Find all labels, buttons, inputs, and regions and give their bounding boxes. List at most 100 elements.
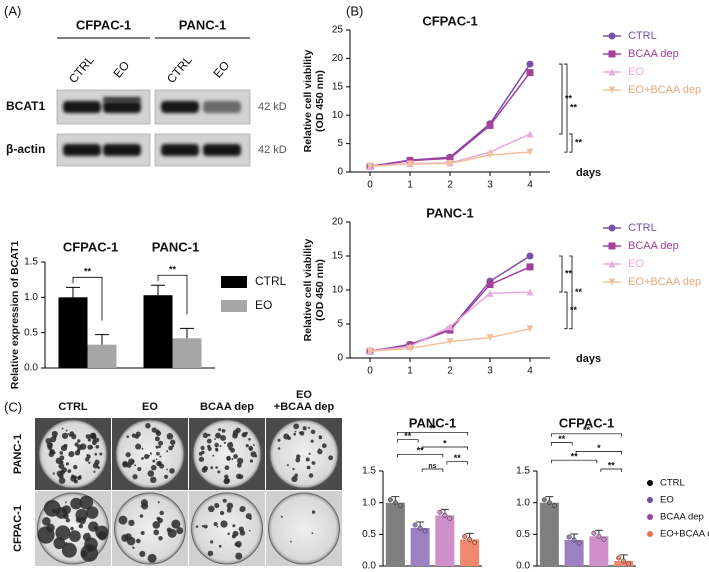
y-tick-label: 0.5 — [362, 529, 376, 540]
colony — [210, 466, 214, 470]
chart-title: CFPAC-1 — [422, 13, 477, 28]
x-tick-label: 4 — [527, 180, 533, 191]
significance-label: ** — [575, 287, 583, 297]
colony — [214, 442, 219, 448]
colony — [67, 433, 70, 435]
colony — [245, 444, 249, 448]
colony — [55, 525, 71, 541]
colony — [169, 468, 175, 474]
colony — [131, 433, 136, 438]
legend-swatch — [221, 300, 247, 312]
colony — [61, 432, 69, 439]
colony — [152, 459, 156, 463]
colony — [311, 461, 316, 465]
significance-bracket — [600, 468, 622, 472]
point — [526, 60, 534, 68]
significance-label: ** — [565, 93, 573, 103]
x-tick-label: 0 — [367, 180, 373, 191]
panel-label: (B) — [346, 3, 363, 18]
significance-bracket — [559, 255, 563, 293]
colony — [128, 458, 135, 465]
colony — [94, 452, 98, 456]
colony — [152, 521, 161, 529]
lane-label: CTRL — [66, 53, 97, 86]
colony — [145, 422, 151, 429]
colony — [153, 529, 160, 536]
colony — [163, 474, 169, 479]
size-label: 42 kD — [258, 101, 287, 113]
x-tick-label: 2 — [447, 180, 453, 191]
colony — [68, 451, 75, 458]
colony — [141, 457, 144, 460]
colony — [150, 464, 157, 471]
significance-label: ** — [429, 424, 437, 434]
significance-label: ns — [428, 463, 436, 470]
condition-label: CTRL — [58, 401, 88, 413]
colony — [293, 432, 297, 436]
colony — [220, 434, 227, 441]
colony — [221, 429, 226, 433]
colony — [244, 431, 248, 435]
colony — [201, 450, 205, 455]
colony — [49, 448, 54, 454]
colony — [70, 497, 83, 510]
colony — [232, 429, 239, 436]
significance-bracket — [72, 276, 103, 321]
colony — [287, 436, 291, 440]
colony — [85, 434, 91, 439]
point — [526, 130, 534, 138]
legend-label: BCAA dep — [628, 240, 679, 252]
colony — [217, 470, 221, 474]
colony — [158, 440, 164, 446]
y-axis-label: (OD 450 nm) — [314, 259, 326, 321]
blot-band — [63, 144, 101, 156]
colony — [79, 443, 87, 450]
lane-label: CTRL — [164, 53, 195, 86]
legend-label: CTRL — [660, 478, 685, 489]
replicate-dot — [576, 540, 582, 546]
significance-label: ** — [404, 431, 412, 441]
colony — [89, 432, 97, 440]
replicate-dot — [626, 561, 632, 567]
y-tick-label: 1.5 — [24, 257, 38, 268]
colony — [166, 433, 174, 440]
colony — [203, 524, 208, 529]
replicate-dot — [571, 537, 577, 543]
significance-bracket — [551, 442, 573, 446]
colony — [135, 538, 141, 544]
legend-marker — [647, 531, 653, 537]
y-tick-label: 15 — [332, 251, 344, 262]
colony — [226, 502, 234, 510]
significance-bracket — [397, 453, 444, 458]
colony — [158, 536, 163, 541]
colony — [223, 478, 230, 485]
colony — [245, 513, 252, 520]
replicate-dot — [541, 497, 547, 503]
significance-label: ** — [583, 425, 591, 435]
colony — [92, 462, 99, 469]
lane-label: EO — [210, 58, 232, 80]
legend-label: CTRL — [628, 222, 657, 234]
point — [486, 289, 494, 297]
colony — [60, 444, 68, 452]
y-tick-label: 25 — [332, 25, 344, 36]
significance-label: ** — [454, 453, 462, 463]
blot-band — [103, 97, 141, 102]
colony — [50, 530, 53, 533]
condition-label: BCAA dep — [200, 401, 254, 413]
significance-bracket — [421, 446, 468, 450]
colony — [168, 445, 173, 451]
colony — [238, 526, 244, 532]
blot-band — [103, 144, 141, 156]
legend-label: EO — [255, 298, 272, 312]
y-tick-label: 1.0 — [362, 497, 376, 508]
y-tick-label: 0 — [337, 353, 343, 364]
x-tick-label: 3 — [487, 180, 493, 191]
point — [526, 148, 534, 156]
colony — [52, 472, 55, 475]
significance-label: * — [597, 443, 601, 453]
colony — [171, 519, 181, 529]
legend-marker — [647, 497, 653, 503]
protein-label: BCAT1 — [6, 99, 45, 113]
colony — [70, 526, 74, 531]
